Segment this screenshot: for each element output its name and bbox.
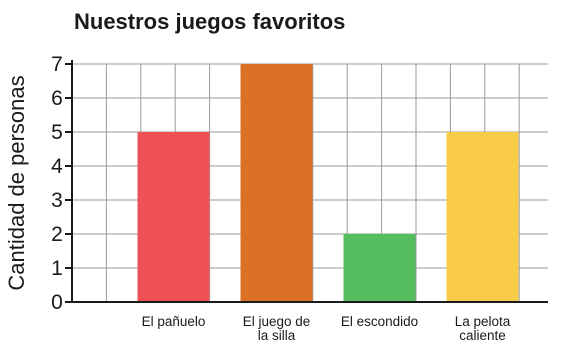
x-tick-label-line: El juego de — [243, 314, 311, 329]
x-tick-label-2: El juego de la silla — [243, 314, 311, 342]
x-tick-label-line: El pañuelo — [142, 314, 206, 329]
bar-3 — [343, 234, 416, 302]
y-axis-label: Cantidad de personas — [4, 75, 29, 290]
x-tick-label-3: El escondido — [341, 314, 418, 329]
bar-4 — [446, 132, 519, 302]
axes — [65, 60, 548, 303]
x-tick-labels: El pañuelo El juego de la silla El escondid… — [142, 314, 511, 342]
bars — [137, 64, 519, 302]
bar-2 — [240, 64, 313, 302]
chart-title: Nuestros juegos favoritos — [74, 9, 345, 34]
y-tick-label-6: 6 — [51, 87, 63, 110]
y-tick-label-5: 5 — [51, 121, 63, 144]
y-tick-label-2: 2 — [51, 223, 63, 246]
bar-1 — [137, 132, 210, 302]
x-tick-label-line: El escondido — [341, 314, 418, 329]
x-tick-label-line: la silla — [258, 328, 296, 342]
y-tick-label-1: 1 — [51, 257, 63, 280]
y-tick-label-3: 3 — [51, 189, 63, 212]
x-tick-label-line: La pelota — [455, 314, 511, 329]
y-tick-label-0: 0 — [51, 291, 63, 314]
x-tick-label-line: caliente — [459, 328, 506, 342]
x-tick-label-4: La pelota caliente — [455, 314, 511, 342]
x-tick-label-1: El pañuelo — [142, 314, 206, 329]
y-tick-label-7: 7 — [51, 53, 63, 76]
y-tick-labels: 0 1 2 3 4 5 6 7 — [51, 53, 63, 314]
y-tick-label-4: 4 — [51, 155, 63, 178]
